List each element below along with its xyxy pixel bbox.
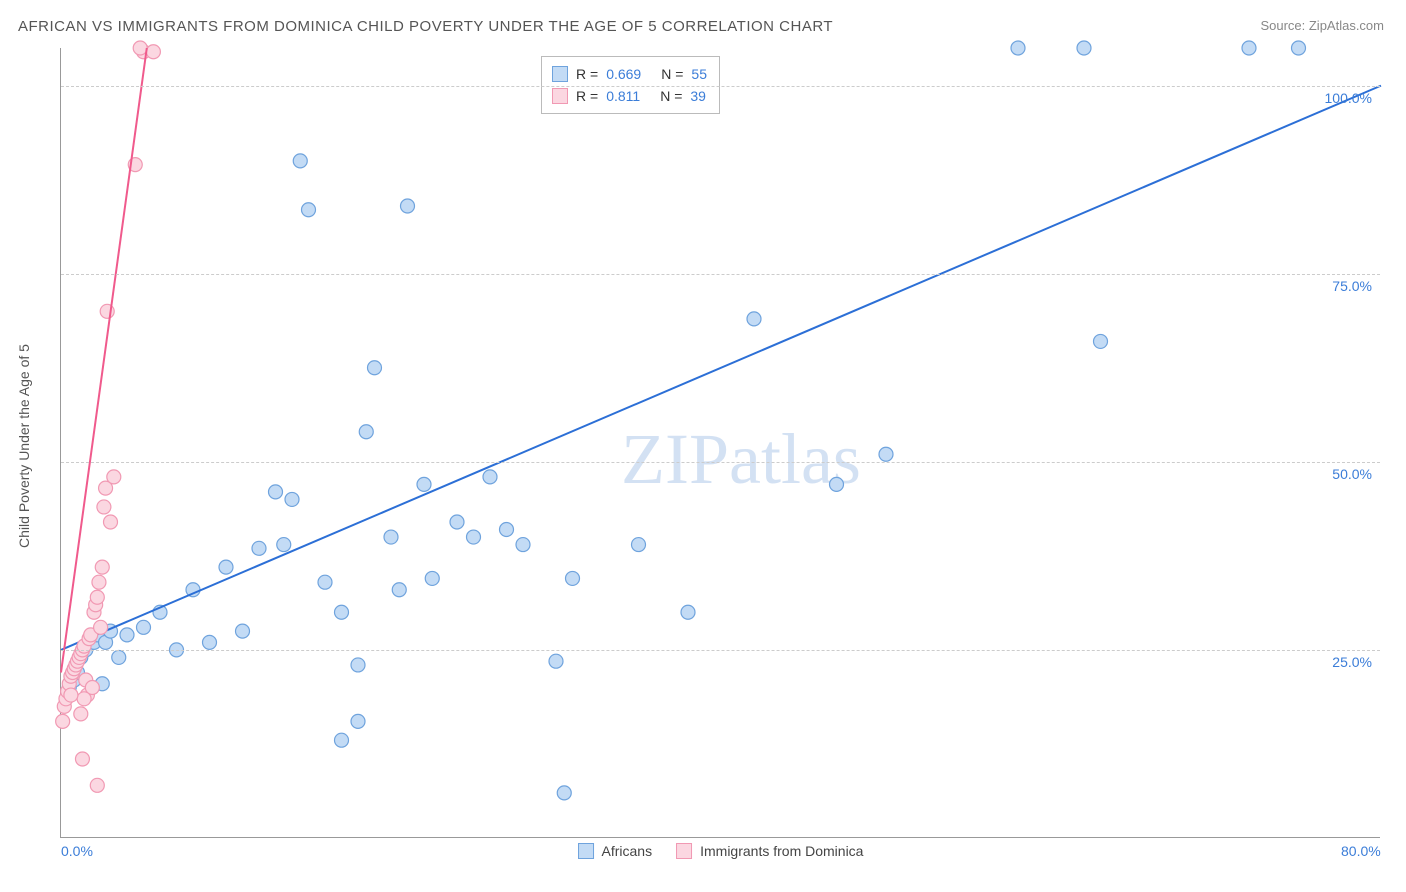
scatter-point: [64, 688, 78, 702]
scatter-point: [107, 470, 121, 484]
scatter-point: [351, 714, 365, 728]
series-swatch: [552, 88, 568, 104]
scatter-point: [293, 154, 307, 168]
scatter-point: [302, 203, 316, 217]
legend-label: Immigrants from Dominica: [700, 843, 863, 859]
scatter-point: [203, 635, 217, 649]
scatter-point: [92, 575, 106, 589]
stats-row: R = 0.811 N = 39: [552, 85, 707, 107]
scatter-point: [137, 620, 151, 634]
scatter-point: [425, 571, 439, 585]
scatter-point: [417, 477, 431, 491]
scatter-point: [450, 515, 464, 529]
gridline: [61, 86, 1380, 87]
stats-r-value: 0.669: [606, 63, 641, 85]
chart-title: AFRICAN VS IMMIGRANTS FROM DOMINICA CHIL…: [18, 18, 833, 35]
chart-container: AFRICAN VS IMMIGRANTS FROM DOMINICA CHIL…: [0, 0, 1406, 892]
scatter-point: [219, 560, 233, 574]
gridline: [61, 274, 1380, 275]
scatter-point: [467, 530, 481, 544]
gridline: [61, 650, 1380, 651]
scatter-point: [252, 541, 266, 555]
chart-svg: [61, 48, 1381, 838]
scatter-point: [1077, 41, 1091, 55]
scatter-point: [401, 199, 415, 213]
y-tick-label: 100.0%: [1325, 90, 1372, 106]
scatter-point: [566, 571, 580, 585]
scatter-point: [830, 477, 844, 491]
source-name: ZipAtlas.com: [1309, 18, 1384, 33]
scatter-point: [747, 312, 761, 326]
plot-area: ZIPatlas R =0.669N =55R =0.811N =39 Afri…: [60, 48, 1380, 838]
scatter-point: [94, 620, 108, 634]
scatter-point: [1094, 334, 1108, 348]
stats-n-value: 55: [691, 63, 707, 85]
scatter-point: [632, 538, 646, 552]
scatter-point: [1292, 41, 1306, 55]
scatter-point: [549, 654, 563, 668]
scatter-point: [681, 605, 695, 619]
scatter-point: [318, 575, 332, 589]
stats-row: R = 0.669 N = 55: [552, 63, 707, 85]
stats-n-label: N =: [661, 63, 683, 85]
y-tick-label: 50.0%: [1332, 466, 1372, 482]
scatter-point: [104, 515, 118, 529]
scatter-point: [269, 485, 283, 499]
scatter-point: [368, 361, 382, 375]
scatter-point: [75, 752, 89, 766]
scatter-point: [112, 650, 126, 664]
y-tick-label: 25.0%: [1332, 654, 1372, 670]
legend-item: Africans: [578, 843, 653, 859]
scatter-point: [1011, 41, 1025, 55]
scatter-point: [56, 714, 70, 728]
stats-r-label: R =: [576, 85, 598, 107]
scatter-point: [90, 590, 104, 604]
legend-swatch: [578, 843, 594, 859]
scatter-point: [516, 538, 530, 552]
gridline: [61, 462, 1380, 463]
scatter-point: [277, 538, 291, 552]
scatter-point: [335, 605, 349, 619]
stats-n-value: 39: [690, 85, 706, 107]
scatter-point: [90, 778, 104, 792]
scatter-point: [557, 786, 571, 800]
scatter-point: [879, 447, 893, 461]
source-prefix: Source:: [1260, 18, 1308, 33]
scatter-point: [351, 658, 365, 672]
y-tick-label: 75.0%: [1332, 278, 1372, 294]
stats-n-label: N =: [660, 85, 682, 107]
scatter-point: [74, 707, 88, 721]
legend-item: Immigrants from Dominica: [676, 843, 863, 859]
scatter-point: [146, 45, 160, 59]
scatter-point: [77, 692, 91, 706]
stats-r-value: 0.811: [606, 85, 640, 107]
scatter-point: [359, 425, 373, 439]
scatter-point: [483, 470, 497, 484]
source-credit: Source: ZipAtlas.com: [1260, 18, 1384, 33]
legend-swatch: [676, 843, 692, 859]
scatter-point: [120, 628, 134, 642]
scatter-point: [95, 560, 109, 574]
scatter-point: [97, 500, 111, 514]
scatter-point: [335, 733, 349, 747]
scatter-point: [1242, 41, 1256, 55]
legend-label: Africans: [602, 843, 653, 859]
bottom-legend: Africans Immigrants from Dominica: [578, 843, 864, 859]
x-tick-label: 0.0%: [61, 843, 93, 859]
scatter-point: [133, 41, 147, 55]
scatter-point: [500, 523, 514, 537]
series-swatch: [552, 66, 568, 82]
trendline: [61, 86, 1381, 650]
scatter-point: [285, 492, 299, 506]
stats-r-label: R =: [576, 63, 598, 85]
scatter-point: [384, 530, 398, 544]
x-tick-label: 80.0%: [1341, 843, 1381, 859]
scatter-point: [392, 583, 406, 597]
y-axis-label: Child Poverty Under the Age of 5: [16, 344, 32, 548]
scatter-point: [236, 624, 250, 638]
